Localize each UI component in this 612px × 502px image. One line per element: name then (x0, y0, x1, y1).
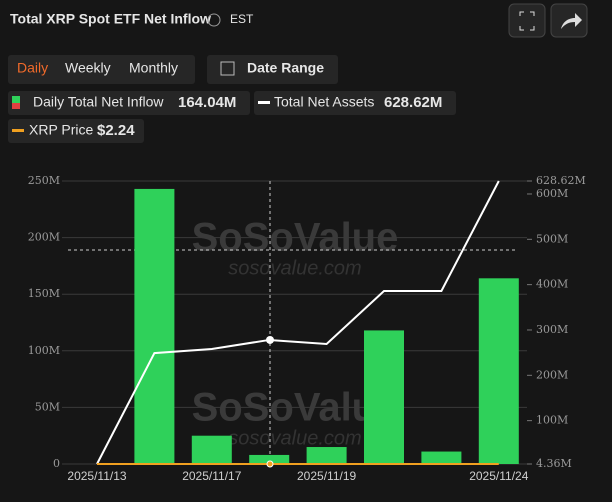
y2-tick-label: 600M (536, 187, 568, 200)
y2-tick-label: 500M (536, 232, 568, 245)
y2-tick-label: 4.36M (536, 457, 572, 470)
y2-tick-label: 628.62M (536, 174, 586, 187)
bar (306, 447, 347, 464)
line (96, 180, 500, 465)
title: Total XRP Spot ETF Net Inflow (10, 11, 211, 27)
y2-tick-label: 200M (536, 368, 568, 381)
x-tick-label: 2025/11/17 (182, 469, 241, 483)
date-range-label: Date Range (247, 60, 324, 76)
legend-item (254, 91, 456, 115)
y-tick-label: 0 (53, 457, 60, 470)
y2-tick-label: 300M (536, 323, 568, 336)
x-tick-label: 2025/11/13 (67, 469, 126, 483)
legend-value: 628.62M (384, 94, 442, 111)
legend-swatch (12, 103, 20, 109)
bar (134, 188, 175, 464)
tab-group (8, 55, 195, 84)
tab[interactable]: Monthly (129, 60, 178, 76)
legend-value: $2.24 (97, 122, 135, 139)
fullscreen-icon (519, 11, 535, 31)
bar (478, 278, 519, 464)
legend-swatch (12, 96, 20, 103)
hover-dot (266, 460, 274, 468)
tab[interactable]: Daily (17, 60, 48, 76)
hover-dot (266, 335, 274, 344)
share-icon (561, 13, 582, 29)
legend-label: XRP Price (29, 122, 94, 138)
y-tick-label: 200M (28, 231, 60, 244)
y2-tick-label: 100M (536, 414, 568, 427)
y-tick-label: 250M (28, 174, 60, 187)
x-tick-label: 2025/11/24 (469, 469, 528, 483)
legend-label: Daily Total Net Inflow (33, 94, 164, 110)
bar (364, 330, 404, 464)
info-icon[interactable] (207, 13, 221, 27)
legend-swatch (258, 101, 270, 104)
fullscreen-button[interactable] (508, 3, 546, 38)
legend-item (8, 119, 144, 143)
legend-swatch (12, 129, 24, 132)
legend-value: 164.04M (178, 94, 236, 111)
watermark: sosovalue.com (228, 257, 361, 279)
legend-item (8, 91, 250, 115)
x-tick-label: 2025/11/19 (297, 469, 356, 483)
y-tick-label: 50M (35, 400, 60, 413)
watermark: sosovalue.com (228, 427, 361, 449)
y-tick-label: 150M (28, 287, 60, 300)
timezone: EST (230, 12, 254, 26)
legend-label: Total Net Assets (274, 94, 374, 110)
bar (249, 454, 290, 464)
calendar-icon (220, 61, 235, 76)
date-range-button[interactable] (207, 55, 338, 84)
tab[interactable]: Weekly (65, 60, 111, 76)
bar (421, 451, 462, 464)
bar (191, 435, 232, 464)
y-tick-label: 100M (28, 344, 60, 357)
plot: SoSoValuesosovalue.comSoSoValuesosovalue… (28, 174, 586, 483)
y2-tick-label: 400M (536, 278, 568, 291)
